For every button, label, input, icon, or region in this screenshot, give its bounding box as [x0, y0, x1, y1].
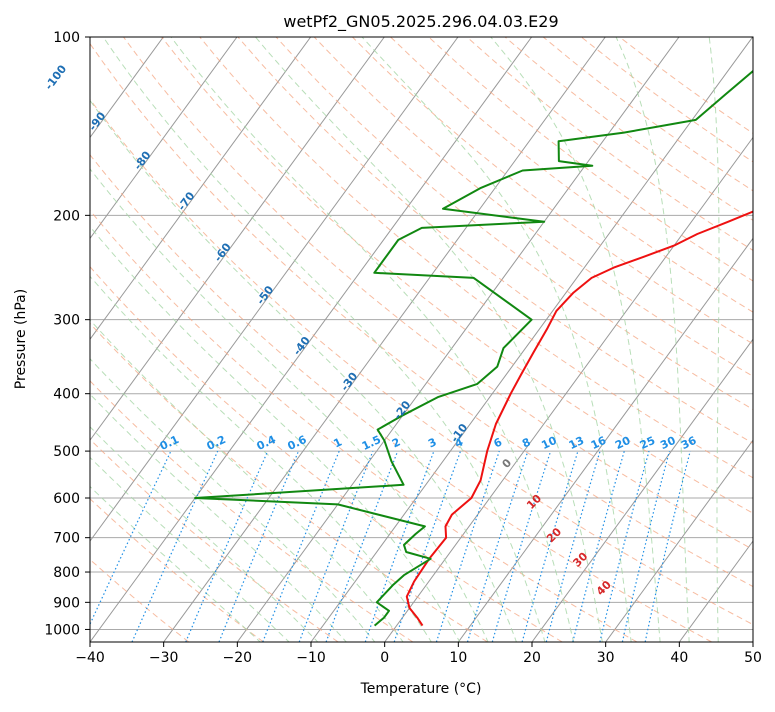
- y-tick-label: 400: [53, 387, 80, 403]
- y-tick-label: 900: [53, 595, 80, 611]
- mixing-ratio-label: 25: [638, 434, 657, 452]
- mixing-ratio-label: 10: [539, 434, 559, 452]
- y-tick-label: 800: [53, 565, 80, 581]
- mixing-ratio-line: [468, 451, 528, 642]
- x-tick-label: −40: [75, 650, 105, 666]
- chart-title: wetPf2_GN05.2025.296.04.03.E29: [283, 12, 558, 32]
- mixing-ratio-line: [573, 451, 625, 642]
- moist-adiabat-line: [0, 37, 262, 643]
- x-tick-label: 40: [670, 650, 688, 666]
- x-tick-label: 50: [744, 650, 762, 666]
- mixing-ratio-label: 0.2: [205, 433, 228, 453]
- mixing-ratio-label: 20: [613, 434, 633, 452]
- mixing-ratio-line: [263, 451, 339, 642]
- mixing-ratio-line: [600, 451, 649, 642]
- isotherm-label: -100: [42, 62, 69, 92]
- isotherm-line: [753, 37, 775, 642]
- mixing-ratio-line: [82, 451, 171, 642]
- isotherm-line: [16, 37, 458, 642]
- moist-adiabat-line: [2, 37, 489, 643]
- y-axis-label: Pressure (hPa): [13, 289, 29, 389]
- moist-adiabat-label: 10: [524, 492, 544, 512]
- mixing-ratio-label: 1.5: [360, 433, 383, 453]
- mixing-ratio-label: 1: [331, 435, 343, 450]
- dry-adiabat-line: [0, 37, 264, 642]
- moist-adiabat-line: [0, 37, 404, 643]
- x-tick-label: 20: [523, 650, 541, 666]
- isotherm-line: [0, 37, 311, 642]
- x-tick-label: 10: [449, 650, 467, 666]
- mixing-ratio-line: [132, 451, 218, 642]
- dry-adiabat-line: [314, 37, 775, 642]
- isotherm-line: [90, 37, 532, 642]
- x-axis-label: Temperature (°C): [360, 681, 482, 697]
- isotherm-label: -50: [254, 283, 277, 307]
- isotherm-label: -20: [391, 398, 414, 422]
- dry-adiabat-line: [0, 37, 338, 642]
- x-tick-label: 30: [597, 650, 615, 666]
- x-tick-label: −10: [296, 650, 326, 666]
- dry-adiabat-line: [505, 37, 775, 642]
- moist-adiabat-line: [0, 37, 376, 643]
- mixing-ratio-line: [522, 451, 578, 642]
- isotherm-label: -40: [291, 334, 314, 358]
- dry-adiabat-line: [162, 37, 775, 642]
- mixing-ratio-line: [436, 451, 499, 642]
- isotherm-line: [458, 37, 775, 642]
- dry-adiabat-line: [543, 37, 775, 642]
- moist-adiabat-line: [362, 37, 631, 643]
- mixing-ratio-label: 0.6: [285, 433, 308, 453]
- mixing-ratio-label: 8: [520, 435, 532, 450]
- x-tick-label: −20: [223, 650, 253, 666]
- mixing-ratio-label: 30: [658, 434, 678, 452]
- mixing-ratio-line: [186, 451, 268, 642]
- y-tick-label: 300: [53, 313, 80, 329]
- mixing-ratio-line: [492, 451, 550, 642]
- y-tick-label: 500: [53, 444, 80, 460]
- mixing-ratio-line: [645, 451, 690, 642]
- mixing-ratio-label: 3: [426, 435, 438, 450]
- dry-adiabat-line: [429, 37, 775, 642]
- isotherm-label: -60: [211, 240, 234, 264]
- moist-adiabat-label: 30: [570, 549, 590, 569]
- y-tick-label: 1000: [44, 622, 80, 638]
- y-tick-label: 200: [53, 208, 80, 224]
- mixing-ratio-line: [299, 451, 373, 642]
- isotherm-line: [606, 37, 775, 642]
- dry-adiabat-line: [9, 37, 712, 642]
- y-tick-label: 700: [53, 531, 80, 547]
- dry-adiabat-line: [352, 37, 775, 642]
- isotherm-line: [0, 37, 237, 642]
- moist-adiabat-line: [491, 37, 660, 643]
- dry-adiabat-line: [620, 37, 775, 642]
- isotherm-line: [164, 37, 606, 642]
- moist-adiabat-line: [709, 37, 719, 643]
- mixing-ratio-label: 0.4: [255, 433, 278, 453]
- moist-adiabat-line: [48, 37, 517, 643]
- moist-adiabat-line: [0, 37, 347, 643]
- moist-adiabat-label: 0: [500, 456, 515, 471]
- y-tick-label: 100: [53, 30, 80, 46]
- mixing-ratio-label: 16: [589, 434, 609, 452]
- moist-adiabat-line: [0, 37, 432, 643]
- isotherm-label: -80: [131, 148, 154, 172]
- x-tick-label: −30: [149, 650, 179, 666]
- mixing-ratio-label: 2: [390, 435, 402, 450]
- mixing-ratio-line: [365, 451, 434, 642]
- mixing-ratio-line: [546, 451, 600, 642]
- mixing-ratio-label: 0.1: [158, 433, 181, 453]
- mixing-ratio-label: 6: [492, 435, 505, 450]
- isotherm-line: [679, 37, 775, 642]
- background-lines: [0, 37, 775, 643]
- x-tick-label: 0: [380, 650, 389, 666]
- y-tick-label: 600: [53, 491, 80, 507]
